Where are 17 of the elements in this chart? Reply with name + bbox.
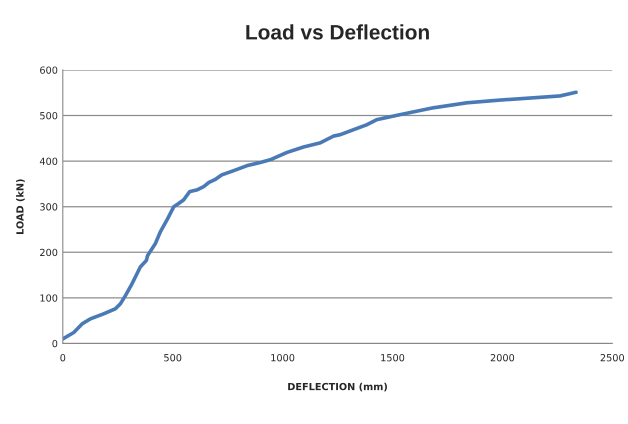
- x-tick-label: 2000: [490, 354, 514, 362]
- line-series: [62, 90, 578, 341]
- y-tick-label: 600: [40, 66, 58, 74]
- y-tick-label: 400: [40, 158, 58, 165]
- y-tick-label: 200: [40, 248, 58, 256]
- x-tick-label: 500: [164, 354, 182, 362]
- x-axis-title: DEFLECTION (mm): [288, 382, 387, 392]
- y-tick-label: 0: [52, 340, 58, 348]
- y-tick-label: 300: [40, 203, 58, 211]
- x-tick-label: 2500: [600, 354, 624, 362]
- y-axis-title: LOAD (kN): [16, 179, 25, 234]
- y-tick-label: 500: [40, 112, 58, 120]
- x-tick-label: 0: [60, 354, 66, 362]
- chart-title: Load vs Deflection: [246, 24, 429, 40]
- x-tick-label: 1500: [381, 354, 404, 362]
- y-tick-label: 100: [40, 294, 58, 302]
- x-tick-label: 1000: [271, 354, 294, 362]
